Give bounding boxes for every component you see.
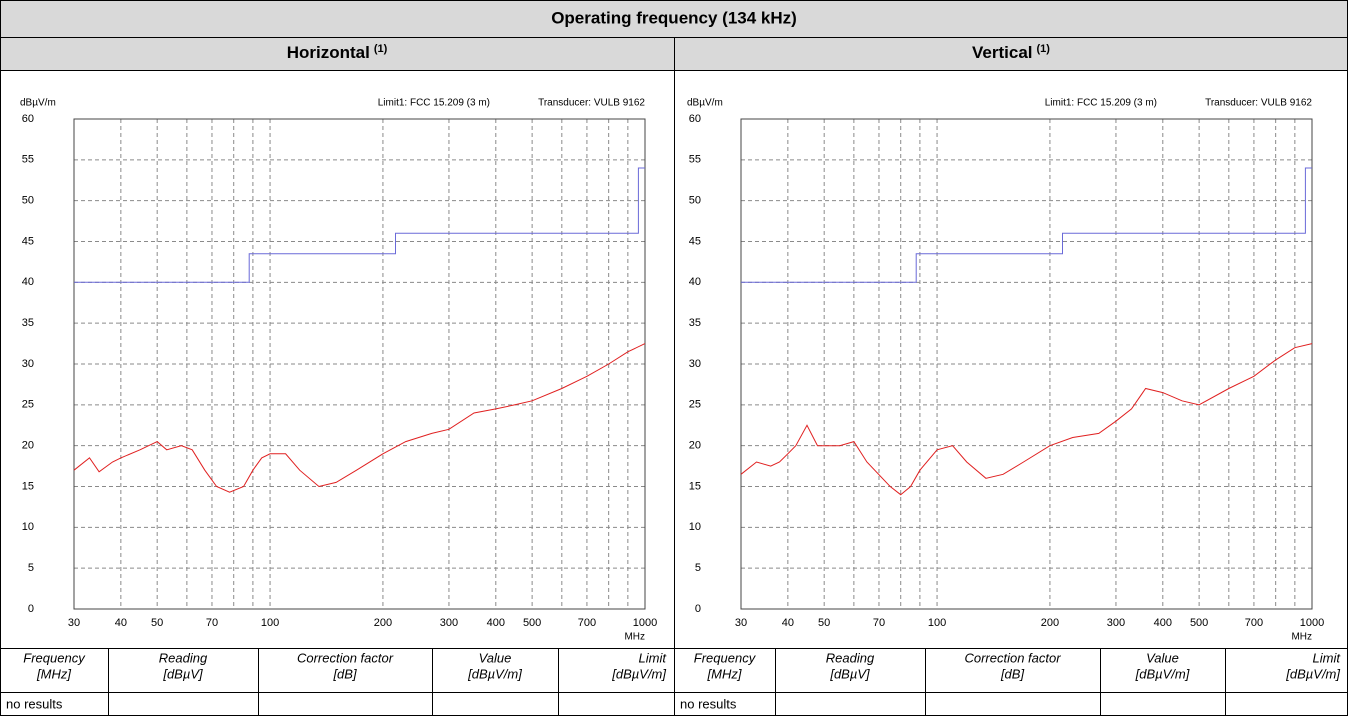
y-tick-label: 15 (689, 480, 701, 492)
title: Operating frequency (134 kHz) (551, 8, 797, 27)
y-tick-label: 45 (22, 235, 34, 247)
table-header: [dB] (1000, 666, 1025, 681)
plot-frame (740, 118, 1313, 610)
table-header: [dBµV] (162, 666, 203, 681)
note: (1) (1037, 43, 1051, 55)
plot-frame (73, 118, 646, 610)
x-tick-label: 70 (206, 617, 218, 629)
y-tick-label: 10 (689, 521, 701, 533)
table-header: Value (1146, 650, 1179, 665)
x-tick-label: 400 (1154, 617, 1172, 629)
table-header: [dBµV/m] (611, 666, 666, 681)
y-tick-label: 50 (689, 195, 701, 207)
table-header: Value (479, 650, 512, 665)
table-header: [dB] (332, 666, 357, 681)
note: (1) (374, 43, 388, 55)
series-line (741, 167, 1312, 283)
column-title: Vertical (1) (972, 43, 1050, 63)
annotation: Transducer: VULB 9162 (1205, 98, 1312, 109)
table-header: Frequency (23, 650, 86, 665)
x-tick-label: 500 (523, 617, 541, 629)
table-cell: no results (6, 696, 63, 711)
y-tick-label: 0 (695, 603, 701, 615)
table-header: Correction factor (964, 650, 1061, 665)
y-tick-label: 25 (22, 399, 34, 411)
table-header: [dBµV] (829, 666, 870, 681)
x-axis-label: MHz (1291, 632, 1312, 643)
annotation: Transducer: VULB 9162 (538, 98, 645, 109)
annotation: Limit1: FCC 15.209 (3 m) (1045, 98, 1157, 109)
x-tick-label: 50 (818, 617, 830, 629)
x-tick-label: 40 (115, 617, 127, 629)
y-tick-label: 55 (22, 154, 34, 166)
table-header: Reading (159, 650, 208, 665)
y-tick-label: 55 (689, 154, 701, 166)
x-tick-label: 100 (928, 617, 946, 629)
y-tick-label: 30 (689, 358, 701, 370)
table-header: [dBµV/m] (467, 666, 522, 681)
x-tick-label: 100 (261, 617, 279, 629)
x-tick-label: 30 (68, 617, 80, 629)
x-tick-label: 400 (487, 617, 505, 629)
series-line (740, 343, 1313, 496)
y-tick-label: 0 (28, 603, 34, 615)
x-tick-label: 200 (374, 617, 392, 629)
x-tick-label: 200 (1041, 617, 1059, 629)
column-title: Horizontal (1) (287, 43, 388, 63)
x-tick-label: 300 (1107, 617, 1125, 629)
table-header: Reading (826, 650, 875, 665)
table-header: Correction factor (297, 650, 394, 665)
x-axis-label: MHz (624, 632, 645, 643)
y-axis-label: dBµV/m (20, 98, 56, 109)
y-tick-label: 45 (689, 235, 701, 247)
x-tick-label: 500 (1190, 617, 1208, 629)
x-tick-label: 1000 (1300, 617, 1324, 629)
x-tick-label: 1000 (633, 617, 657, 629)
series-line (73, 343, 646, 493)
table-header: Frequency (694, 650, 757, 665)
y-tick-label: 25 (689, 399, 701, 411)
x-tick-label: 40 (782, 617, 794, 629)
table-header: [MHz] (707, 666, 742, 681)
y-tick-label: 35 (689, 317, 701, 329)
y-tick-label: 35 (22, 317, 34, 329)
y-tick-label: 10 (22, 521, 34, 533)
table-header: Limit (639, 650, 668, 665)
y-tick-label: 40 (22, 276, 34, 288)
table-header: [dBµV/m] (1135, 666, 1190, 681)
y-tick-label: 60 (22, 113, 34, 125)
y-axis-label: dBµV/m (687, 98, 723, 109)
table-header: [MHz] (36, 666, 71, 681)
y-tick-label: 5 (28, 562, 34, 574)
y-tick-label: 60 (689, 113, 701, 125)
y-tick-label: 50 (22, 195, 34, 207)
y-tick-label: 5 (695, 562, 701, 574)
x-tick-label: 30 (735, 617, 747, 629)
annotation: Limit1: FCC 15.209 (3 m) (378, 98, 490, 109)
y-tick-label: 30 (22, 358, 34, 370)
table-cell: no results (680, 696, 737, 711)
table-header: Limit (1313, 650, 1342, 665)
x-tick-label: 700 (578, 617, 596, 629)
x-tick-label: 70 (873, 617, 885, 629)
y-tick-label: 20 (689, 440, 701, 452)
series-line (74, 167, 645, 283)
y-tick-label: 15 (22, 480, 34, 492)
x-tick-label: 700 (1245, 617, 1263, 629)
y-tick-label: 20 (22, 440, 34, 452)
x-tick-label: 50 (151, 617, 163, 629)
x-tick-label: 300 (440, 617, 458, 629)
label: Vertical (972, 43, 1033, 62)
y-tick-label: 40 (689, 276, 701, 288)
label: Horizontal (287, 43, 370, 62)
table-header: [dBµV/m] (1285, 666, 1340, 681)
